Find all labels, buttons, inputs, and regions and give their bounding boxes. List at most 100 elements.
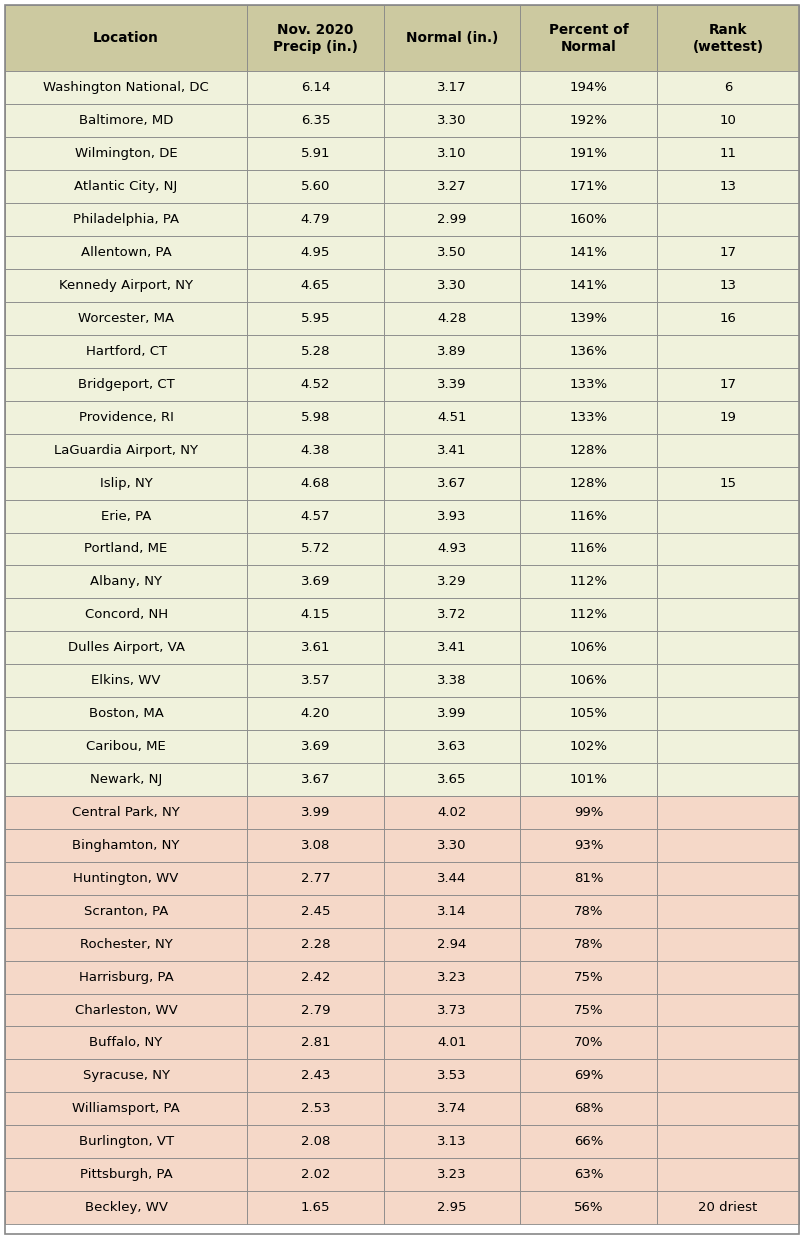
Text: 102%: 102% bbox=[569, 740, 607, 753]
Bar bbox=[383, 237, 520, 269]
Bar bbox=[520, 664, 656, 698]
Text: 4.20: 4.20 bbox=[300, 707, 330, 720]
Bar bbox=[247, 368, 383, 400]
Bar bbox=[520, 1191, 656, 1224]
Bar bbox=[247, 1125, 383, 1158]
Text: 3.23: 3.23 bbox=[437, 970, 467, 984]
Bar bbox=[383, 960, 520, 994]
Text: 2.08: 2.08 bbox=[300, 1135, 330, 1149]
Text: 2.94: 2.94 bbox=[437, 938, 466, 950]
Text: 4.01: 4.01 bbox=[437, 1037, 466, 1049]
Bar bbox=[383, 104, 520, 138]
Text: 3.65: 3.65 bbox=[437, 773, 467, 786]
Text: 78%: 78% bbox=[573, 938, 602, 950]
Text: 13: 13 bbox=[719, 180, 736, 193]
Text: 6.14: 6.14 bbox=[300, 82, 330, 94]
Bar bbox=[383, 533, 520, 565]
Bar bbox=[247, 533, 383, 565]
Text: Pittsburgh, PA: Pittsburgh, PA bbox=[79, 1168, 173, 1181]
Bar bbox=[247, 5, 383, 72]
Bar bbox=[520, 203, 656, 237]
Bar bbox=[5, 400, 247, 434]
Text: 3.38: 3.38 bbox=[437, 674, 467, 688]
Text: Albany, NY: Albany, NY bbox=[90, 575, 162, 589]
Bar bbox=[247, 829, 383, 862]
Text: 75%: 75% bbox=[573, 1004, 603, 1016]
Text: 5.91: 5.91 bbox=[300, 147, 330, 160]
Text: 3.73: 3.73 bbox=[437, 1004, 467, 1016]
Text: 68%: 68% bbox=[573, 1103, 602, 1115]
Bar bbox=[5, 170, 247, 203]
Bar bbox=[520, 829, 656, 862]
Bar bbox=[5, 104, 247, 138]
Bar bbox=[656, 1026, 798, 1059]
Bar bbox=[247, 928, 383, 960]
Text: Location: Location bbox=[93, 31, 159, 46]
Text: 3.72: 3.72 bbox=[437, 608, 467, 621]
Bar bbox=[520, 335, 656, 368]
Bar bbox=[5, 1026, 247, 1059]
Bar bbox=[383, 632, 520, 664]
Bar bbox=[247, 302, 383, 335]
Bar bbox=[520, 302, 656, 335]
Text: 192%: 192% bbox=[569, 114, 607, 128]
Bar bbox=[520, 138, 656, 170]
Text: Scranton, PA: Scranton, PA bbox=[84, 904, 168, 918]
Bar bbox=[520, 72, 656, 104]
Text: 4.68: 4.68 bbox=[300, 477, 330, 489]
Text: 3.57: 3.57 bbox=[300, 674, 330, 688]
Bar bbox=[520, 499, 656, 533]
Bar bbox=[520, 1125, 656, 1158]
Bar bbox=[383, 72, 520, 104]
Text: 4.95: 4.95 bbox=[300, 247, 330, 259]
Text: 3.39: 3.39 bbox=[437, 378, 467, 390]
Text: 81%: 81% bbox=[573, 872, 602, 885]
Bar bbox=[656, 698, 798, 730]
Text: Allentown, PA: Allentown, PA bbox=[80, 247, 171, 259]
Text: 17: 17 bbox=[719, 378, 736, 390]
Text: 4.79: 4.79 bbox=[300, 213, 330, 227]
Text: 3.69: 3.69 bbox=[300, 740, 330, 753]
Text: 5.95: 5.95 bbox=[300, 312, 330, 325]
Bar bbox=[383, 335, 520, 368]
Text: Elkins, WV: Elkins, WV bbox=[92, 674, 161, 688]
Text: Boston, MA: Boston, MA bbox=[88, 707, 163, 720]
Text: 10: 10 bbox=[719, 114, 736, 128]
Bar bbox=[383, 664, 520, 698]
Bar bbox=[5, 632, 247, 664]
Text: 78%: 78% bbox=[573, 904, 602, 918]
Bar bbox=[247, 994, 383, 1026]
Text: 160%: 160% bbox=[569, 213, 607, 227]
Text: 141%: 141% bbox=[569, 247, 607, 259]
Text: 4.28: 4.28 bbox=[437, 312, 466, 325]
Bar bbox=[656, 960, 798, 994]
Bar bbox=[247, 72, 383, 104]
Text: 3.17: 3.17 bbox=[437, 82, 467, 94]
Bar bbox=[247, 632, 383, 664]
Text: 4.02: 4.02 bbox=[437, 805, 466, 819]
Text: Percent of
Normal: Percent of Normal bbox=[548, 22, 628, 53]
Text: 3.10: 3.10 bbox=[437, 147, 467, 160]
Text: 3.61: 3.61 bbox=[300, 642, 330, 654]
Text: 2.95: 2.95 bbox=[437, 1201, 467, 1214]
Text: 5.98: 5.98 bbox=[300, 411, 330, 424]
Bar bbox=[520, 730, 656, 763]
Bar bbox=[5, 1093, 247, 1125]
Bar bbox=[247, 203, 383, 237]
Bar bbox=[247, 335, 383, 368]
Bar bbox=[247, 730, 383, 763]
Bar bbox=[656, 1059, 798, 1093]
Bar bbox=[520, 170, 656, 203]
Text: 133%: 133% bbox=[569, 411, 607, 424]
Bar bbox=[247, 138, 383, 170]
Text: 3.69: 3.69 bbox=[300, 575, 330, 589]
Bar bbox=[5, 1158, 247, 1191]
Text: 99%: 99% bbox=[573, 805, 602, 819]
Bar bbox=[5, 72, 247, 104]
Text: Rochester, NY: Rochester, NY bbox=[79, 938, 173, 950]
Bar bbox=[5, 434, 247, 467]
Bar bbox=[520, 795, 656, 829]
Text: 20 driest: 20 driest bbox=[698, 1201, 756, 1214]
Bar bbox=[383, 138, 520, 170]
Text: Syracuse, NY: Syracuse, NY bbox=[83, 1069, 169, 1083]
